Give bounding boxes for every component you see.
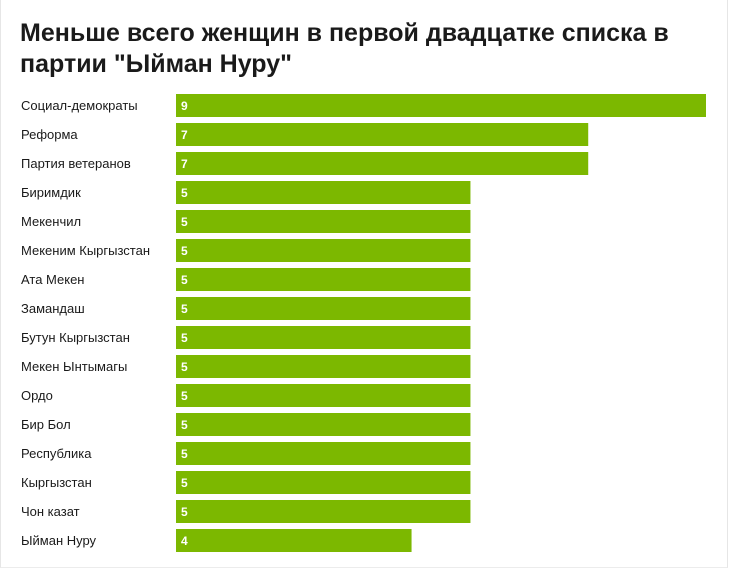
value-label: 5	[181, 215, 188, 229]
value-label: 5	[181, 418, 188, 432]
category-label: Республика	[21, 446, 92, 461]
bar[interactable]	[176, 529, 412, 552]
category-label: Биримдик	[21, 185, 81, 200]
value-label: 5	[181, 244, 188, 258]
bar[interactable]	[176, 239, 471, 262]
category-label: Социал-демократы	[21, 98, 138, 113]
category-label: Бир Бол	[21, 417, 71, 432]
value-label: 5	[181, 447, 188, 461]
value-label: 5	[181, 273, 188, 287]
category-label: Замандаш	[21, 301, 85, 316]
category-label: Мекеним Кыргызстан	[21, 243, 150, 258]
bar[interactable]	[176, 123, 589, 146]
value-label: 5	[181, 302, 188, 316]
value-label: 5	[181, 389, 188, 403]
value-label: 5	[181, 331, 188, 345]
bar[interactable]	[176, 297, 471, 320]
category-label: Бутун Кыргызстан	[21, 330, 130, 345]
category-label: Партия ветеранов	[21, 156, 131, 171]
value-label: 5	[181, 505, 188, 519]
bar[interactable]	[176, 210, 471, 233]
value-label: 9	[181, 99, 188, 113]
value-label: 5	[181, 476, 188, 490]
value-label: 5	[181, 360, 188, 374]
bar[interactable]	[176, 384, 471, 407]
bar[interactable]	[176, 442, 471, 465]
category-label: Мекенчил	[21, 214, 81, 229]
category-label: Мекен Ынтымагы	[21, 359, 127, 374]
value-label: 7	[181, 128, 188, 142]
bar[interactable]	[176, 181, 471, 204]
bar[interactable]	[176, 500, 471, 523]
category-label: Чон казат	[21, 504, 80, 519]
category-label: Ыйман Нуру	[21, 533, 97, 548]
value-label: 4	[181, 534, 188, 548]
category-label: Ата Мекен	[21, 272, 84, 287]
category-label: Кыргызстан	[21, 475, 92, 490]
value-label: 5	[181, 186, 188, 200]
bar[interactable]	[176, 152, 589, 175]
bar[interactable]	[176, 471, 471, 494]
bar[interactable]	[176, 94, 706, 117]
bar[interactable]	[176, 326, 471, 349]
bar[interactable]	[176, 268, 471, 291]
chart-title: Меньше всего женщин в первой двадцатке с…	[20, 19, 669, 78]
category-label: Реформа	[21, 127, 78, 142]
value-label: 7	[181, 157, 188, 171]
bar[interactable]	[176, 355, 471, 378]
bar[interactable]	[176, 413, 471, 436]
category-label: Ордо	[21, 388, 53, 403]
